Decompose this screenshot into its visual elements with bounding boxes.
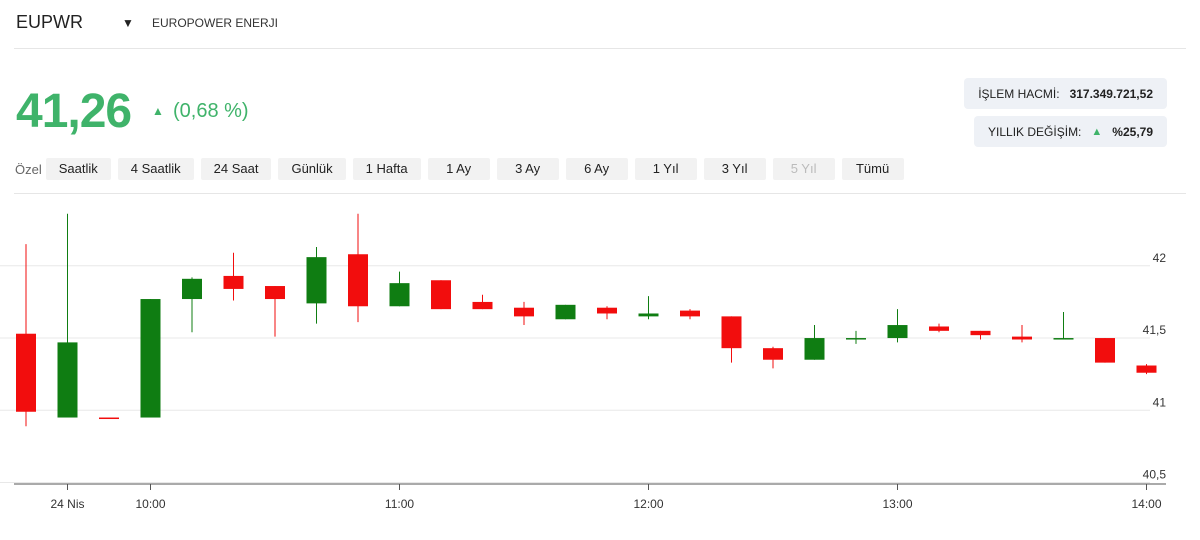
candle-body [1136, 365, 1157, 373]
x-tick-label: 12:00 [633, 497, 663, 511]
x-tick-label: 13:00 [882, 497, 912, 511]
candle-body [140, 299, 161, 418]
stat-label: YILLIK DEĞİŞİM: [988, 124, 1082, 139]
range-button[interactable]: 5 Yıl [772, 158, 835, 180]
divider [14, 48, 1186, 49]
candle-body [182, 278, 202, 300]
candle-body [1053, 338, 1074, 340]
x-tick-label: 14:00 [1131, 497, 1161, 511]
range-button[interactable]: 4 Saatlik [117, 158, 194, 180]
candle-body [1012, 336, 1032, 340]
range-button[interactable]: Günlük [278, 158, 346, 180]
candle-body [597, 307, 617, 314]
candle-body [265, 286, 285, 300]
y-tick-label: 41 [1153, 395, 1167, 409]
stat-label: İŞLEM HACMİ: [978, 86, 1060, 101]
y-tick-label: 42 [1153, 251, 1167, 265]
stat-value: %25,79 [1112, 124, 1153, 139]
candle-body [514, 307, 534, 317]
candle-body [887, 325, 908, 339]
y-tick-label: 40,5 [1143, 468, 1167, 482]
candle-body [929, 326, 949, 331]
change: (0,68 %) [173, 100, 249, 122]
candle-body [389, 283, 410, 307]
chart: 40,5 41 41,5 42 24 Nis 10:00 11:00 12:00 13:00 14… [0, 213, 1167, 511]
y-tick-label: 41,5 [1143, 323, 1167, 337]
candle-body [680, 310, 700, 317]
stat-box: İŞLEM HACMİ: 317.349.721,52 [964, 78, 1167, 109]
range-button[interactable]: 3 Yıl [703, 158, 766, 180]
candle-body [99, 417, 119, 420]
candle-body [16, 333, 36, 412]
candle-body [638, 313, 659, 317]
candle-body [970, 330, 991, 336]
up-arrow: ▲ [1091, 125, 1103, 138]
candle-body [431, 280, 451, 310]
range-label: Özel [15, 161, 42, 177]
stat-box: YILLIK DEĞİŞİM: ▲ %25,79 [974, 116, 1167, 147]
candle-body [846, 338, 866, 340]
candle-body [57, 342, 78, 418]
range-button[interactable]: 1 Ay [427, 158, 490, 180]
x-tick-label: 24 Nis [50, 497, 84, 511]
symbol[interactable]: EUPWR [16, 12, 83, 32]
stat-value: 317.349.721,52 [1069, 86, 1153, 101]
candle-body [763, 348, 783, 360]
range-button[interactable]: 1 Hafta [352, 158, 421, 180]
dropdown-caret[interactable]: ▼ [122, 16, 134, 30]
range-button[interactable]: 1 Yıl [634, 158, 697, 180]
candle-body [306, 257, 327, 304]
candle-body [721, 316, 742, 349]
candle-body [804, 338, 825, 360]
range-button[interactable]: Tümü [841, 158, 904, 180]
candle-body [223, 275, 244, 289]
price: 41,26 [16, 85, 132, 138]
candle-body [555, 304, 576, 320]
range-button[interactable]: 24 Saat [200, 158, 272, 180]
candle-body [348, 254, 368, 307]
divider [14, 193, 1186, 194]
x-tick-label: 11:00 [385, 497, 414, 511]
company-name: EUROPOWER ENERJI [152, 16, 279, 30]
candle-body [1095, 338, 1115, 363]
up-arrow: ▲ [152, 104, 164, 118]
range-button[interactable]: 6 Ay [565, 158, 628, 180]
range-button[interactable]: 3 Ay [496, 158, 559, 180]
x-tick-label: 10:00 [135, 497, 165, 511]
range-bar: Özel Saatlik 4 Saatlik 24 Saat Günlük 1 Hafta… [15, 158, 904, 180]
range-button[interactable]: Saatlik [45, 158, 111, 180]
candle-body [472, 301, 493, 310]
